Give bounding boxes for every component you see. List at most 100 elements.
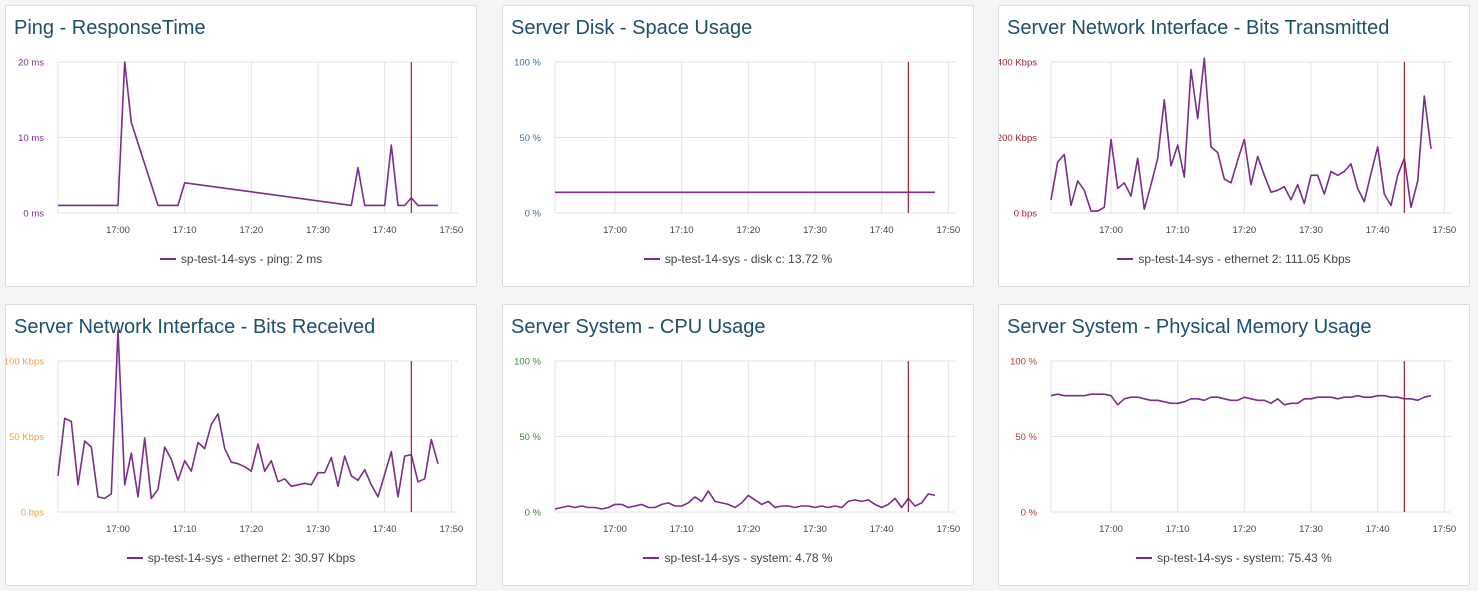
data-point[interactable]: [115, 202, 121, 208]
data-point[interactable]: [1288, 400, 1294, 406]
data-point[interactable]: [1335, 172, 1341, 178]
data-point[interactable]: [665, 500, 671, 506]
data-point[interactable]: [1421, 93, 1427, 99]
data-point[interactable]: [1108, 136, 1114, 142]
data-point[interactable]: [832, 503, 838, 509]
data-point[interactable]: [142, 435, 148, 441]
data-point[interactable]: [1168, 163, 1174, 169]
data-point[interactable]: [308, 482, 314, 488]
data-point[interactable]: [885, 501, 891, 507]
data-point[interactable]: [1141, 206, 1147, 212]
data-point[interactable]: [1295, 182, 1301, 188]
data-point[interactable]: [699, 498, 705, 504]
data-point[interactable]: [692, 494, 698, 500]
chart-legend[interactable]: sp-test-14-sys - system: 4.78 %: [503, 551, 973, 565]
data-point[interactable]: [1288, 197, 1294, 203]
data-point[interactable]: [852, 497, 858, 503]
chart-legend[interactable]: sp-test-14-sys - ethernet 2: 111.05 Kbps: [999, 252, 1469, 266]
data-point[interactable]: [1161, 399, 1167, 405]
data-point[interactable]: [295, 482, 301, 488]
data-point[interactable]: [659, 501, 665, 507]
data-point[interactable]: [328, 455, 334, 461]
series-line[interactable]: [554, 490, 936, 510]
data-point[interactable]: [1348, 394, 1354, 400]
data-point[interactable]: [1195, 116, 1201, 122]
chart-legend[interactable]: sp-test-14-sys - disk c: 13.72 %: [503, 252, 973, 266]
data-point[interactable]: [1228, 180, 1234, 186]
data-point[interactable]: [1355, 393, 1361, 399]
data-point[interactable]: [1408, 204, 1414, 210]
data-point[interactable]: [765, 498, 771, 504]
data-point[interactable]: [1255, 397, 1261, 403]
data-point[interactable]: [355, 477, 361, 483]
panel-title[interactable]: Server System - Physical Memory Usage: [1007, 316, 1372, 338]
data-point[interactable]: [1328, 168, 1334, 174]
data-point[interactable]: [382, 202, 388, 208]
data-point[interactable]: [739, 500, 745, 506]
data-point[interactable]: [1301, 396, 1307, 402]
data-point[interactable]: [1415, 178, 1421, 184]
data-point[interactable]: [182, 458, 188, 464]
data-point[interactable]: [1308, 396, 1314, 402]
data-point[interactable]: [55, 202, 61, 208]
data-point[interactable]: [779, 503, 785, 509]
data-point[interactable]: [1428, 146, 1434, 152]
data-point[interactable]: [1388, 394, 1394, 400]
data-point[interactable]: [1341, 168, 1347, 174]
data-point[interactable]: [388, 142, 394, 148]
data-point[interactable]: [415, 479, 421, 485]
data-point[interactable]: [122, 59, 128, 65]
data-point[interactable]: [1055, 391, 1061, 397]
data-point[interactable]: [925, 491, 931, 497]
data-point[interactable]: [1108, 393, 1114, 399]
data-point[interactable]: [342, 453, 348, 459]
data-point[interactable]: [839, 504, 845, 510]
data-point[interactable]: [1135, 155, 1141, 161]
data-point[interactable]: [1208, 144, 1214, 150]
data-point[interactable]: [108, 491, 114, 497]
data-point[interactable]: [422, 476, 428, 482]
data-point[interactable]: [68, 418, 74, 424]
data-point[interactable]: [1188, 67, 1194, 73]
data-point[interactable]: [1061, 393, 1067, 399]
data-point[interactable]: [348, 202, 354, 208]
data-point[interactable]: [155, 486, 161, 492]
data-point[interactable]: [188, 468, 194, 474]
data-point[interactable]: [1128, 394, 1134, 400]
data-point[interactable]: [202, 446, 208, 452]
data-point[interactable]: [1321, 191, 1327, 197]
data-point[interactable]: [128, 450, 134, 456]
data-point[interactable]: [1075, 393, 1081, 399]
data-point[interactable]: [108, 202, 114, 208]
data-point[interactable]: [1101, 204, 1107, 210]
data-point[interactable]: [859, 498, 865, 504]
data-point[interactable]: [1361, 394, 1367, 400]
data-point[interactable]: [1141, 396, 1147, 402]
data-point[interactable]: [612, 501, 618, 507]
data-point[interactable]: [725, 501, 731, 507]
data-point[interactable]: [248, 468, 254, 474]
data-point[interactable]: [1181, 399, 1187, 405]
data-point[interactable]: [55, 473, 61, 479]
data-point[interactable]: [1175, 142, 1181, 148]
data-point[interactable]: [1135, 394, 1141, 400]
data-point[interactable]: [435, 202, 441, 208]
data-point[interactable]: [845, 498, 851, 504]
data-point[interactable]: [362, 202, 368, 208]
data-point[interactable]: [148, 495, 154, 501]
data-point[interactable]: [262, 468, 268, 474]
data-point[interactable]: [168, 456, 174, 462]
data-point[interactable]: [559, 504, 565, 510]
data-point[interactable]: [382, 471, 388, 477]
data-point[interactable]: [1081, 393, 1087, 399]
data-point[interactable]: [1095, 208, 1101, 214]
data-point[interactable]: [745, 492, 751, 498]
data-point[interactable]: [619, 501, 625, 507]
data-point[interactable]: [785, 503, 791, 509]
data-point[interactable]: [1095, 391, 1101, 397]
data-point[interactable]: [435, 461, 441, 467]
data-point[interactable]: [115, 328, 121, 334]
data-point[interactable]: [1148, 182, 1154, 188]
data-point[interactable]: [552, 506, 558, 512]
data-point[interactable]: [195, 440, 201, 446]
